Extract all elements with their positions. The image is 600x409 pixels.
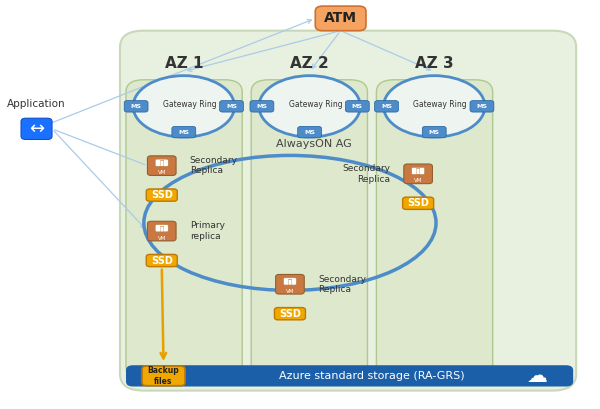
FancyBboxPatch shape [126,365,573,387]
FancyBboxPatch shape [298,126,322,138]
Text: Primary
replica: Primary replica [190,221,225,241]
Text: MS: MS [476,104,487,109]
Text: VM: VM [414,178,422,183]
FancyBboxPatch shape [126,80,242,378]
FancyBboxPatch shape [146,254,177,267]
Text: 🔒: 🔒 [160,225,164,231]
FancyBboxPatch shape [374,101,398,112]
Ellipse shape [259,76,361,137]
Ellipse shape [383,76,485,137]
Text: SSD: SSD [407,198,429,208]
Text: MS: MS [226,104,237,109]
Text: 🔒: 🔒 [416,168,420,174]
FancyBboxPatch shape [275,274,304,294]
FancyBboxPatch shape [124,101,148,112]
FancyBboxPatch shape [220,101,244,112]
Text: MS: MS [381,104,392,109]
FancyBboxPatch shape [120,31,576,391]
FancyBboxPatch shape [274,308,305,320]
Text: VM: VM [158,170,166,175]
Text: ATM: ATM [324,11,357,25]
Text: SSD: SSD [151,256,173,265]
FancyBboxPatch shape [250,101,274,112]
Text: Secondary
Replica: Secondary Replica [342,164,390,184]
Text: AZ 1: AZ 1 [165,56,203,71]
Text: VM: VM [286,289,294,294]
Text: ↔: ↔ [29,120,44,138]
Text: AZ 2: AZ 2 [290,56,329,71]
Text: MS: MS [256,104,268,109]
Text: MS: MS [352,104,363,109]
Text: Gateway Ring: Gateway Ring [413,100,467,109]
Text: Secondary
Replica: Secondary Replica [190,156,238,175]
Text: Gateway Ring: Gateway Ring [163,100,217,109]
FancyBboxPatch shape [21,118,52,139]
Text: MS: MS [178,130,190,135]
Text: MS: MS [304,130,315,135]
FancyBboxPatch shape [422,126,446,138]
Text: Secondary
Replica: Secondary Replica [318,274,366,294]
Text: AlwaysON AG: AlwaysON AG [276,139,352,149]
FancyBboxPatch shape [251,80,367,378]
FancyBboxPatch shape [376,80,493,378]
FancyBboxPatch shape [155,225,169,232]
Text: 🔒: 🔒 [160,160,164,166]
FancyBboxPatch shape [346,101,369,112]
FancyBboxPatch shape [283,278,296,285]
Text: Azure standard storage (RA-GRS): Azure standard storage (RA-GRS) [279,371,465,381]
Text: AZ 3: AZ 3 [415,56,454,71]
FancyBboxPatch shape [470,101,494,112]
FancyBboxPatch shape [155,159,169,166]
FancyBboxPatch shape [404,164,433,184]
Ellipse shape [133,76,235,137]
Text: MS: MS [429,130,440,135]
FancyBboxPatch shape [148,221,176,241]
FancyBboxPatch shape [412,167,425,175]
Text: Gateway Ring: Gateway Ring [289,100,343,109]
Text: ☁: ☁ [527,366,548,386]
FancyBboxPatch shape [403,197,434,209]
FancyBboxPatch shape [315,6,366,31]
Text: MS: MS [131,104,142,109]
Text: Application: Application [7,99,66,109]
Text: Backup
files: Backup files [148,366,179,386]
FancyBboxPatch shape [148,156,176,175]
FancyBboxPatch shape [146,189,177,201]
Text: 🔒: 🔒 [288,278,292,285]
FancyBboxPatch shape [142,366,185,386]
Text: VM: VM [158,236,166,240]
FancyBboxPatch shape [172,126,196,138]
Text: SSD: SSD [151,190,173,200]
Text: SSD: SSD [279,309,301,319]
